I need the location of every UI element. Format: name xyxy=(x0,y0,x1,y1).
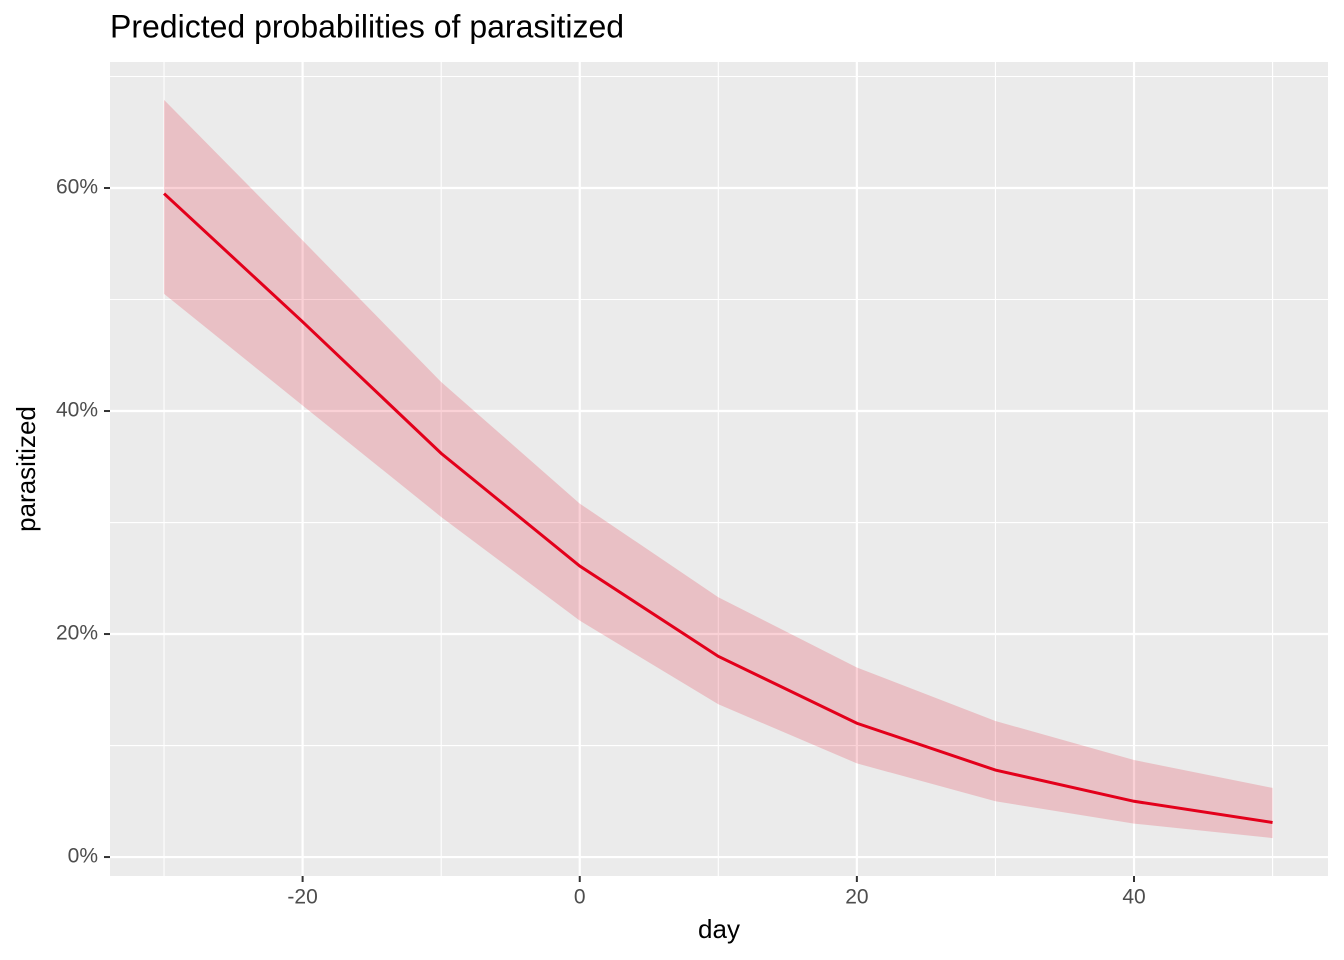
x-tick-label: -20 xyxy=(287,886,317,909)
y-tick-label: 20% xyxy=(56,622,98,645)
y-tick-label: 60% xyxy=(56,176,98,199)
x-tick-label: 20 xyxy=(845,886,868,909)
confidence-band xyxy=(164,99,1273,839)
y-tick-label: 40% xyxy=(56,399,98,422)
y-axis-title: parasitized xyxy=(11,406,41,532)
chart-title: Predicted probabilities of parasitized xyxy=(110,8,624,44)
panel xyxy=(110,62,1328,876)
x-tick-label: 0 xyxy=(574,886,586,909)
line xyxy=(163,192,1273,824)
y-tick-label: 0% xyxy=(68,845,98,868)
x-axis-title: day xyxy=(698,914,740,944)
x-tick-label: 40 xyxy=(1122,886,1145,909)
